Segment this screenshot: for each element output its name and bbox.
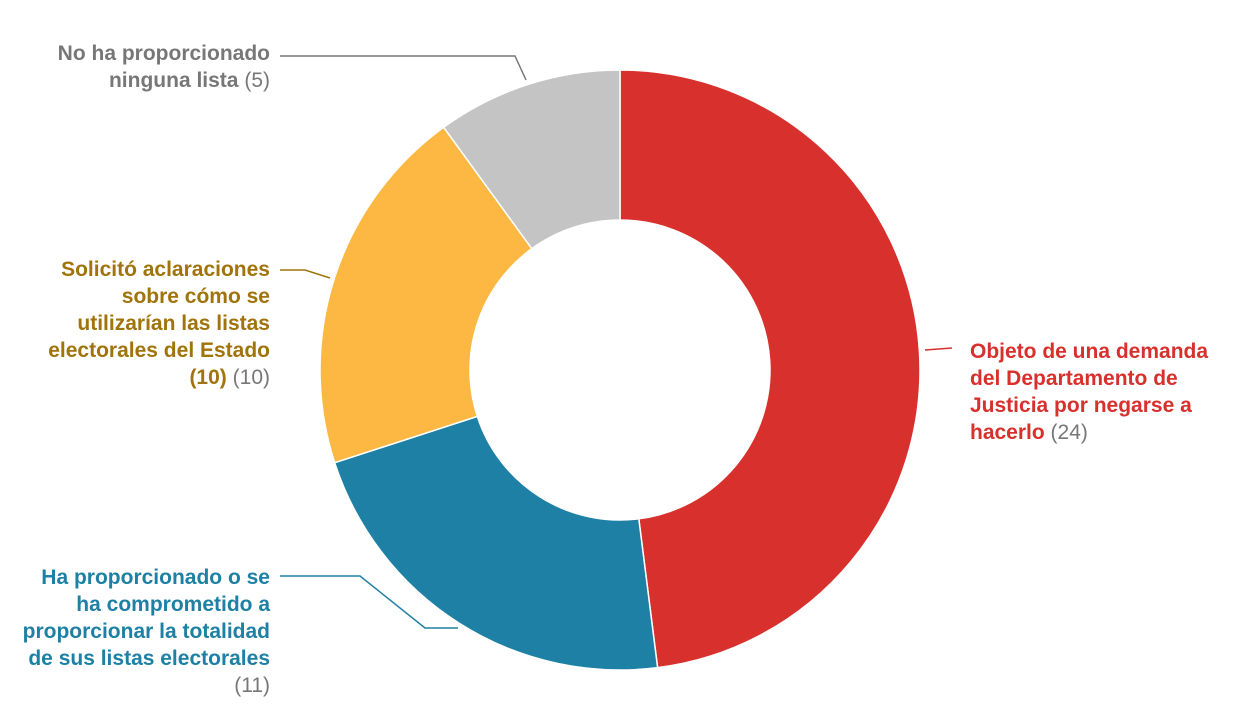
slice-label-demanda-text: Objeto de una demanda del Departamento d…	[970, 340, 1209, 444]
slice-aclaraciones	[319, 126, 533, 464]
slice-label-aclaraciones-text: Solicitó aclaraciones sobre cómo se util…	[48, 258, 270, 362]
slice-label-demanda: Objeto de una demanda del Departamento d…	[970, 338, 1220, 446]
slice-value-ninguna: (5)	[244, 69, 270, 92]
donut-slices	[319, 69, 921, 671]
slice-ninguna	[442, 69, 621, 250]
slice-label-proporcionado-text: Ha proporcionado o se ha comprometido a …	[22, 566, 270, 670]
slice-label-ninguna: No ha proporcionado ninguna lista (5)	[20, 40, 270, 94]
slice-label-aclaraciones-bold: (10)	[189, 366, 227, 389]
slice-value-demanda: (24)	[1050, 421, 1088, 444]
slice-label-proporcionado: Ha proporcionado o se ha comprometido a …	[20, 564, 270, 699]
leader-lines	[280, 55, 953, 629]
slice-label-ninguna-text: No ha proporcionado ninguna lista	[57, 42, 270, 92]
leader-line-demanda	[924, 347, 953, 351]
slice-label-aclaraciones: Solicitó aclaraciones sobre cómo se util…	[20, 256, 270, 391]
leader-line-proporcionado	[280, 575, 458, 629]
slice-value-aclaraciones: (10)	[232, 366, 270, 389]
slice-demanda	[619, 69, 921, 669]
leader-line-aclaraciones	[280, 269, 331, 279]
leader-line-ninguna	[280, 55, 527, 81]
slice-proporcionado	[333, 415, 659, 671]
slice-value-proporcionado: (11)	[234, 674, 270, 697]
